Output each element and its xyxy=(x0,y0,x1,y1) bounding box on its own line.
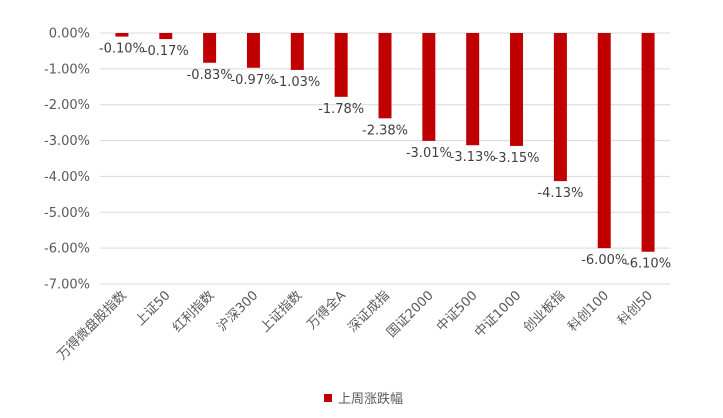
category-label: 科创50 xyxy=(615,288,656,329)
data-label: -4.13% xyxy=(537,186,583,201)
category-label: 上证指数 xyxy=(258,288,305,335)
data-label: -0.83% xyxy=(187,68,233,83)
bar xyxy=(378,33,392,119)
y-tick-label: -1.00% xyxy=(44,62,90,77)
y-tick-label: 0.00% xyxy=(49,27,90,42)
category-label: 上证50 xyxy=(133,288,174,329)
category-label: 红利指数 xyxy=(169,288,217,336)
category-label: 国证2000 xyxy=(384,288,436,340)
y-tick-label: -7.00% xyxy=(44,278,90,293)
bar xyxy=(553,33,567,182)
bar xyxy=(334,33,348,97)
data-label: -1.03% xyxy=(274,75,320,90)
bar xyxy=(641,33,655,252)
data-label: -3.01% xyxy=(406,146,452,161)
bar xyxy=(597,33,611,249)
y-tick-label: -4.00% xyxy=(44,170,90,185)
category-label: 万得微盘股指数 xyxy=(54,288,130,364)
legend-label: 上周涨跌幅 xyxy=(338,391,403,407)
bar xyxy=(246,33,260,68)
y-tick-label: -5.00% xyxy=(44,206,90,221)
y-tick-label: -2.00% xyxy=(44,98,90,113)
data-label: -6.10% xyxy=(625,257,671,272)
bar xyxy=(466,33,480,146)
bar xyxy=(290,33,304,70)
category-label: 创业板指 xyxy=(521,288,568,335)
data-label: -3.15% xyxy=(494,151,540,166)
category-label: 万得全A xyxy=(304,287,349,332)
data-label: -0.17% xyxy=(143,44,189,59)
bar xyxy=(203,33,217,63)
y-axis-tick-labels: 0.00% -1.00% -2.00% -3.00% -4.00% -5.00% -6.00… xyxy=(44,27,90,293)
data-label: -3.13% xyxy=(450,150,496,165)
y-tick-label: -6.00% xyxy=(44,242,90,257)
data-labels: -0.10%-0.17% -0.83%-0.97%-1.03% -1.78% -2.3… xyxy=(99,42,671,272)
data-label: -1.78% xyxy=(318,102,364,117)
legend-swatch xyxy=(324,394,332,402)
y-tick-label: -3.00% xyxy=(44,134,90,149)
category-label: 中证1000 xyxy=(472,288,524,340)
data-label: -0.97% xyxy=(230,73,276,88)
bar xyxy=(115,33,129,37)
bars xyxy=(115,33,655,252)
category-label: 沪深300 xyxy=(214,288,261,335)
category-label: 科创100 xyxy=(566,288,613,335)
legend: 上周涨跌幅 xyxy=(324,391,403,407)
bar xyxy=(510,33,524,146)
data-label: -2.38% xyxy=(362,123,408,138)
bar xyxy=(159,33,173,40)
bar xyxy=(422,33,436,141)
data-label: -0.10% xyxy=(99,42,145,57)
data-label: -6.00% xyxy=(581,253,627,268)
